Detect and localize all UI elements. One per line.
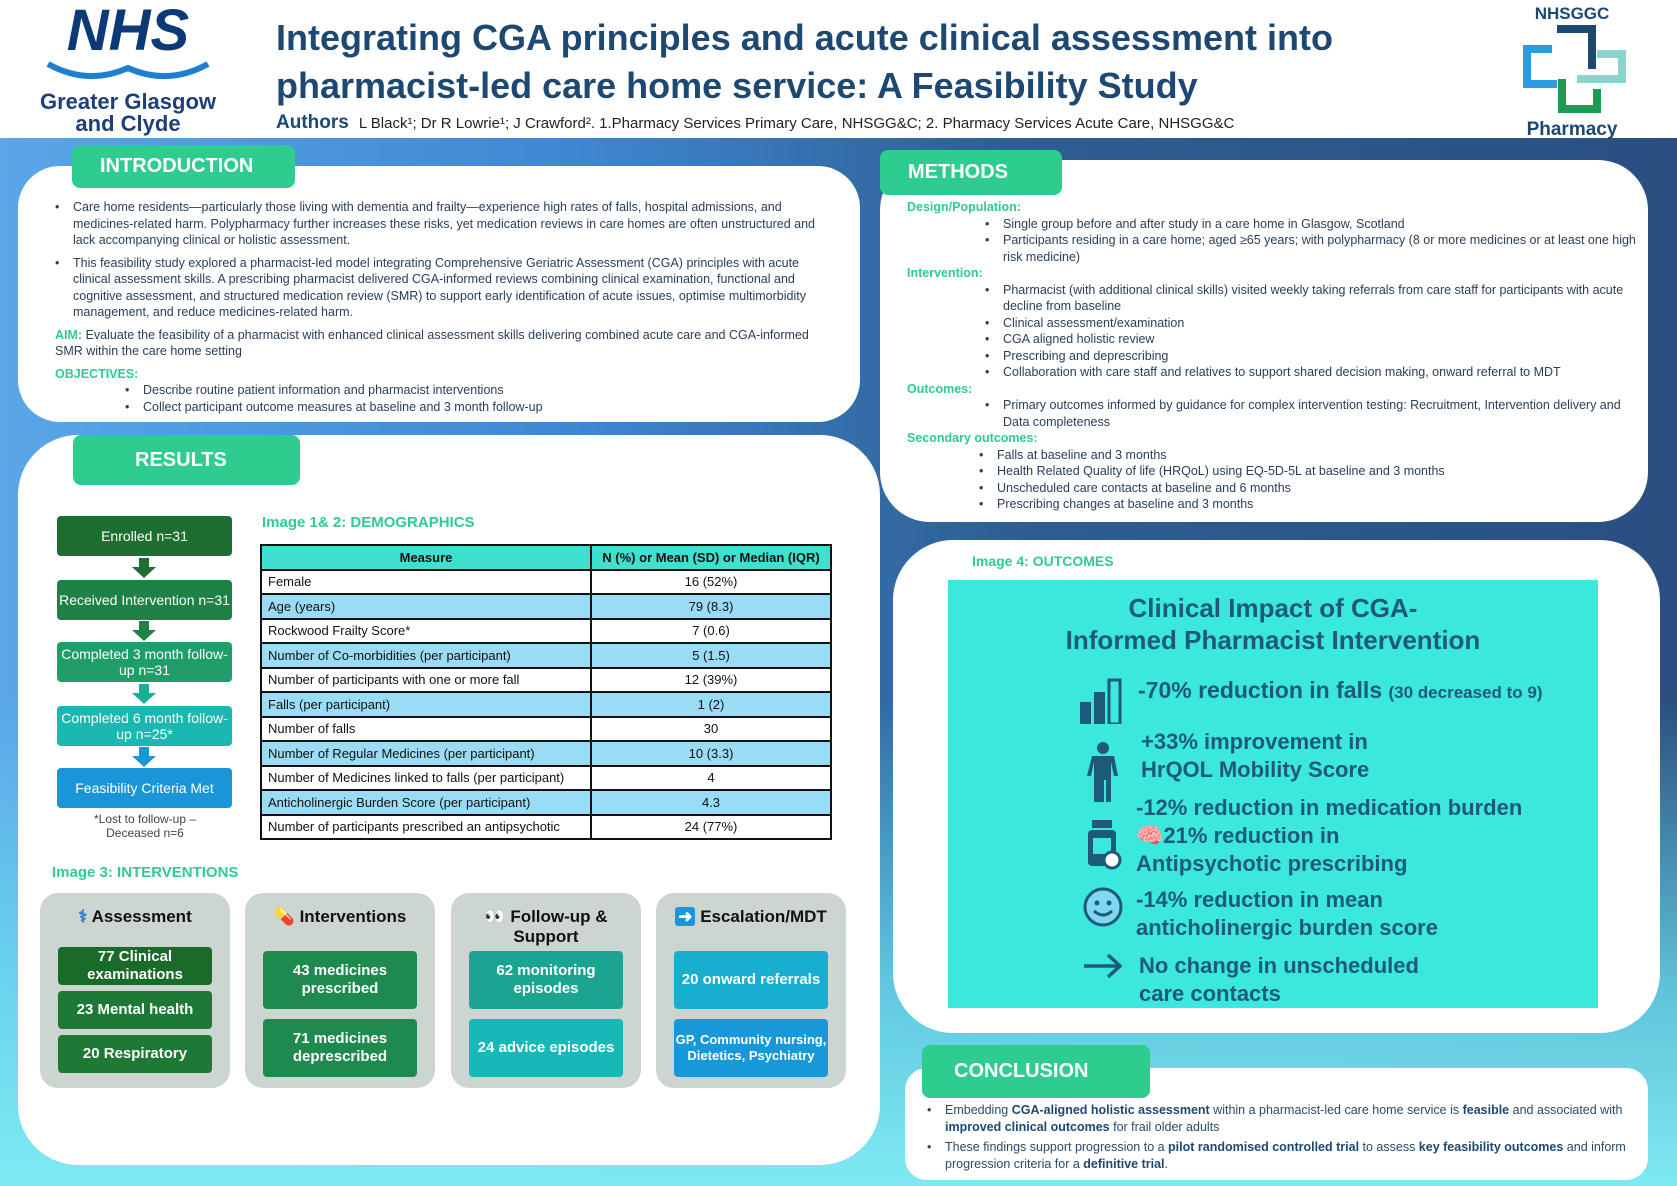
flow-received: Received Intervention n=31 [57, 580, 232, 620]
list-item: Prescribing and deprescribing [985, 348, 1645, 365]
value-cell: 24 (77%) [590, 813, 832, 840]
methods-heading: METHODS [880, 150, 1062, 195]
nhs-logo: NHS Greater Glasgow and Clyde [39, 0, 217, 136]
measure-cell: Rockwood Frailty Score* [260, 617, 592, 644]
bar-chart-icon [1080, 678, 1122, 724]
poster-title: Integrating CGA principles and acute cli… [276, 17, 1333, 106]
flow-completed-3-month: Completed 3 month follow-up n=31 [57, 642, 232, 682]
arrow-right-icon [1084, 953, 1123, 979]
introduction-body: Care home residents—particularly those l… [55, 199, 835, 415]
flow-completed-6-month: Completed 6 month follow-up n=25* [57, 706, 232, 746]
arrow-right-icon: ➜ [675, 907, 696, 926]
list-item: Falls at baseline and 3 months [979, 447, 1645, 464]
conclusion-body: Embedding CGA-aligned holistic assessmen… [927, 1102, 1627, 1172]
person-icon [1087, 742, 1118, 802]
list-item: Health Related Quality of life (HRQoL) u… [979, 463, 1645, 480]
table-row: Number of participants prescribed an ant… [260, 813, 832, 840]
methods-section-label: Secondary outcomes: [907, 431, 1038, 445]
methods-section-label: Design/Population: [907, 200, 1021, 214]
measure-cell: Falls (per participant) [260, 691, 592, 718]
demographics-table: Measure N (%) or Mean (SD) or Median (IQR… [260, 544, 832, 840]
measure-cell: Number of Co-morbidities (per participan… [260, 642, 592, 669]
table-row: Female 16 (52%) [260, 568, 832, 595]
card-assessment: ⚕ Assessment 77 Clinical examinations 23… [40, 893, 230, 1088]
flow-footnote: *Lost to follow-up – Deceased n=6 [93, 812, 197, 840]
interventions-label: Image 3: INTERVENTIONS [52, 864, 239, 881]
pharmacy-cross-icon [1523, 25, 1626, 113]
demographics-label: Image 1& 2: DEMOGRAPHICS [262, 514, 475, 531]
value-cell: 4 [590, 764, 832, 791]
table-row: Age (years) 79 (8.3) [260, 593, 832, 620]
outcomes-infographic: Clinical Impact of CGA- Informed Pharmaci… [948, 580, 1598, 1008]
conclusion-bullet: Embedding CGA-aligned holistic assessmen… [927, 1102, 1627, 1135]
measure-cell: Age (years) [260, 593, 592, 620]
arrow-down-icon [132, 621, 156, 641]
infographic-title: Clinical Impact of CGA- Informed Pharmaci… [1065, 593, 1481, 655]
table-row: Number of Co-morbidities (per participan… [260, 642, 832, 669]
introduction-heading: INTRODUCTION [72, 145, 295, 188]
arrow-down-icon [132, 684, 156, 704]
conclusion-bullet: These findings support progression to a … [927, 1139, 1627, 1172]
measure-cell: Anticholinergic Burden Score (per partic… [260, 789, 592, 816]
list-item: Clinical assessment/examination [985, 315, 1645, 332]
list-item: CGA aligned holistic review [985, 331, 1645, 348]
arrow-down-icon [132, 558, 156, 578]
table-row: Number of Medicines linked to falls (per… [260, 764, 832, 791]
brain-icon: 🧠 [1136, 823, 1164, 848]
value-cell: 30 [590, 715, 832, 742]
table-row: Rockwood Frailty Score* 7 (0.6) [260, 617, 832, 644]
list-item: Collaboration with care staff and relati… [985, 364, 1645, 381]
list-item: Unscheduled care contacts at baseline an… [979, 480, 1645, 497]
card-interventions: 💊 Interventions 43 medicines prescribed … [245, 893, 435, 1088]
value-cell: 12 (39%) [590, 666, 832, 693]
list-item: Single group before and after study in a… [985, 216, 1645, 233]
measure-cell: Number of Medicines linked to falls (per… [260, 764, 592, 791]
card-escalation: ➜ Escalation/MDT 20 onward referrals GP,… [656, 893, 846, 1088]
eyes-icon: 👀 [484, 907, 506, 926]
value-cell: 7 (0.6) [590, 617, 832, 644]
measure-cell: Number of participants with one or more … [260, 666, 592, 693]
medicine-bottle-icon [1088, 820, 1122, 870]
value-cell: 4.3 [590, 789, 832, 816]
pill-icon: 💊 [273, 907, 295, 926]
nhsggc-pharmacy-logo: NHSGGC Pharmacy [1497, 4, 1647, 140]
wave-icon [46, 61, 210, 79]
table-row: Falls (per participant) 1 (2) [260, 691, 832, 718]
results-heading: RESULTS [73, 435, 300, 485]
conclusion-heading: CONCLUSION [922, 1045, 1150, 1098]
methods-body: Design/Population: Single group before an… [907, 199, 1645, 513]
outcomes-label: Image 4: OUTCOMES [972, 553, 1114, 569]
list-item: Primary outcomes informed by guidance fo… [985, 397, 1645, 430]
table-row: Anticholinergic Burden Score (per partic… [260, 789, 832, 816]
value-cell: 10 (3.3) [590, 740, 832, 767]
arrow-down-icon [132, 747, 156, 767]
authors: Authors L Black¹; Dr R Lowrie¹; J Crawfor… [276, 112, 1235, 133]
measure-cell: Number of participants prescribed an ant… [260, 813, 592, 840]
list-item: Prescribing changes at baseline and 3 mo… [979, 496, 1645, 513]
flow-feasibility-met: Feasibility Criteria Met [57, 768, 232, 808]
list-item: Participants residing in a care home; ag… [985, 232, 1645, 265]
card-follow-up: 👀 Follow-up & Support 62 monitoring epis… [451, 893, 641, 1088]
methods-section-label: Intervention: [907, 266, 983, 280]
value-cell: 5 (1.5) [590, 642, 832, 669]
smiley-icon [1083, 887, 1123, 927]
stethoscope-icon: ⚕ [78, 907, 88, 926]
value-cell: 79 (8.3) [590, 593, 832, 620]
value-cell: 1 (2) [590, 691, 832, 718]
table-row: Number of falls 30 [260, 715, 832, 742]
flow-enrolled: Enrolled n=31 [57, 516, 232, 556]
table-row: Number of participants with one or more … [260, 666, 832, 693]
value-cell: 16 (52%) [590, 568, 832, 595]
measure-cell: Female [260, 568, 592, 595]
list-item: Pharmacist (with additional clinical ski… [985, 282, 1645, 315]
table-row: Number of Regular Medicines (per partici… [260, 740, 832, 767]
poster-header: NHS Greater Glasgow and Clyde Integratin… [0, 0, 1677, 140]
measure-cell: Number of Regular Medicines (per partici… [260, 740, 592, 767]
measure-cell: Number of falls [260, 715, 592, 742]
methods-section-label: Outcomes: [907, 381, 973, 396]
